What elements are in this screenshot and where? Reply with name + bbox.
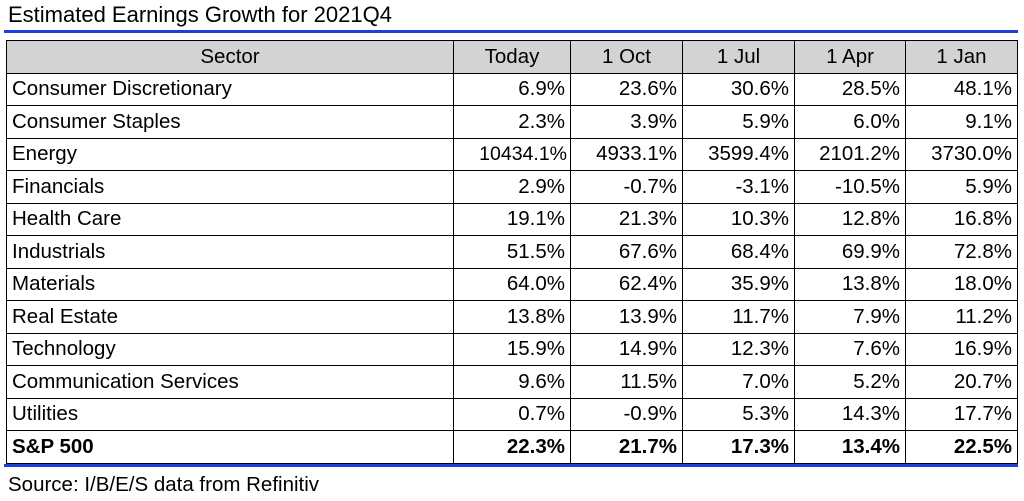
table-row: Consumer Staples 2.3% 3.9% 5.9% 6.0% 9.1% xyxy=(6,105,1018,139)
value-cell: 14.9% xyxy=(570,332,683,366)
table-row: Consumer Discretionary 6.9% 23.6% 30.6% 28.5… xyxy=(6,72,1018,106)
value-cell: 51.5% xyxy=(453,235,571,269)
value-cell: 72.8% xyxy=(905,235,1018,269)
value-cell: 5.3% xyxy=(682,397,795,431)
sector-label: Consumer Staples xyxy=(6,105,454,139)
value-cell: 5.2% xyxy=(794,365,906,399)
value-cell: 14.3% xyxy=(794,397,906,431)
value-cell: 10434.1% xyxy=(453,137,571,171)
value-cell: 12.3% xyxy=(682,332,795,366)
value-cell: 2101.2% xyxy=(794,137,906,171)
value-cell: 11.2% xyxy=(905,300,1018,334)
value-cell: 15.9% xyxy=(453,332,571,366)
earnings-growth-table: Sector Today 1 Oct 1 Jul 1 Apr 1 Jan Consumer… xyxy=(6,40,1018,464)
value-cell: 22.5% xyxy=(905,430,1018,464)
value-cell: 62.4% xyxy=(570,267,683,301)
sector-label: Utilities xyxy=(6,397,454,431)
sector-label: Industrials xyxy=(6,235,454,269)
value-cell: 7.0% xyxy=(682,365,795,399)
value-cell: -10.5% xyxy=(794,170,906,204)
value-cell: 35.9% xyxy=(682,267,795,301)
value-cell: 30.6% xyxy=(682,72,795,106)
value-cell: 19.1% xyxy=(453,202,571,236)
value-cell: 13.8% xyxy=(794,267,906,301)
value-cell: 17.3% xyxy=(682,430,795,464)
table-row: Industrials 51.5% 67.6% 68.4% 69.9% 72.8% xyxy=(6,235,1018,269)
value-cell: 2.9% xyxy=(453,170,571,204)
column-header-sector: Sector xyxy=(6,40,454,74)
column-header-today: Today xyxy=(453,40,571,74)
value-cell: 2.3% xyxy=(453,105,571,139)
value-cell: 4933.1% xyxy=(570,137,683,171)
value-cell: 3599.4% xyxy=(682,137,795,171)
sector-label: Consumer Discretionary xyxy=(6,72,454,106)
value-cell: 7.6% xyxy=(794,332,906,366)
value-cell: 9.1% xyxy=(905,105,1018,139)
sector-label: Materials xyxy=(6,267,454,301)
value-cell: 68.4% xyxy=(682,235,795,269)
value-cell: -0.9% xyxy=(570,397,683,431)
value-cell: -3.1% xyxy=(682,170,795,204)
value-cell: 11.7% xyxy=(682,300,795,334)
value-cell: 3730.0% xyxy=(905,137,1018,171)
top-rule xyxy=(4,30,1018,33)
table-row: Real Estate 13.8% 13.9% 11.7% 7.9% 11.2% xyxy=(6,300,1018,334)
value-cell: 11.5% xyxy=(570,365,683,399)
value-cell: 13.9% xyxy=(570,300,683,334)
chart-title: Estimated Earnings Growth for 2021Q4 xyxy=(8,2,392,27)
value-cell: 9.6% xyxy=(453,365,571,399)
header-row: Sector Today 1 Oct 1 Jul 1 Apr 1 Jan xyxy=(6,40,1018,74)
value-cell: 17.7% xyxy=(905,397,1018,431)
sector-label: Financials xyxy=(6,170,454,204)
column-header-1-apr: 1 Apr xyxy=(794,40,906,74)
table-row: Health Care 19.1% 21.3% 10.3% 12.8% 16.8% xyxy=(6,202,1018,236)
table-row: Financials 2.9% -0.7% -3.1% -10.5% 5.9% xyxy=(6,170,1018,204)
bottom-rule xyxy=(4,464,1018,467)
table-row: Utilities 0.7% -0.9% 5.3% 14.3% 17.7% xyxy=(6,397,1018,431)
value-cell: 64.0% xyxy=(453,267,571,301)
table-row: Communication Services 9.6% 11.5% 7.0% 5.2% 2… xyxy=(6,365,1018,399)
sector-label: S&P 500 xyxy=(6,430,454,464)
sector-label: Communication Services xyxy=(6,365,454,399)
value-cell: 21.3% xyxy=(570,202,683,236)
value-cell: 16.8% xyxy=(905,202,1018,236)
value-cell: 20.7% xyxy=(905,365,1018,399)
value-cell: 16.9% xyxy=(905,332,1018,366)
value-cell: 28.5% xyxy=(794,72,906,106)
value-cell: 3.9% xyxy=(570,105,683,139)
sector-label: Energy xyxy=(6,137,454,171)
sector-label: Real Estate xyxy=(6,300,454,334)
value-cell: 7.9% xyxy=(794,300,906,334)
value-cell: 10.3% xyxy=(682,202,795,236)
column-header-1-jul: 1 Jul xyxy=(682,40,795,74)
value-cell: -0.7% xyxy=(570,170,683,204)
value-cell: 13.4% xyxy=(794,430,906,464)
value-cell: 18.0% xyxy=(905,267,1018,301)
value-cell: 48.1% xyxy=(905,72,1018,106)
table-row: Materials 64.0% 62.4% 35.9% 13.8% 18.0% xyxy=(6,267,1018,301)
value-cell: 67.6% xyxy=(570,235,683,269)
source-note: Source: I/B/E/S data from Refinitiv xyxy=(8,473,320,496)
sector-label: Technology xyxy=(6,332,454,366)
table-row: Technology 15.9% 14.9% 12.3% 7.6% 16.9% xyxy=(6,332,1018,366)
value-cell: 5.9% xyxy=(682,105,795,139)
value-cell: 22.3% xyxy=(453,430,571,464)
value-cell: 13.8% xyxy=(453,300,571,334)
sector-label: Health Care xyxy=(6,202,454,236)
column-header-1-jan: 1 Jan xyxy=(905,40,1018,74)
total-row: S&P 500 22.3% 21.7% 17.3% 13.4% 22.5% xyxy=(6,430,1018,464)
value-cell: 21.7% xyxy=(570,430,683,464)
table-body: Consumer Discretionary 6.9% 23.6% 30.6% 28.5… xyxy=(6,72,1018,464)
table-row: Energy 10434.1% 4933.1% 3599.4% 2101.2% 3730.… xyxy=(6,137,1018,171)
value-cell: 12.8% xyxy=(794,202,906,236)
value-cell: 0.7% xyxy=(453,397,571,431)
value-cell: 6.0% xyxy=(794,105,906,139)
value-cell: 23.6% xyxy=(570,72,683,106)
value-cell: 5.9% xyxy=(905,170,1018,204)
value-cell: 6.9% xyxy=(453,72,571,106)
column-header-1-oct: 1 Oct xyxy=(570,40,683,74)
value-cell: 69.9% xyxy=(794,235,906,269)
